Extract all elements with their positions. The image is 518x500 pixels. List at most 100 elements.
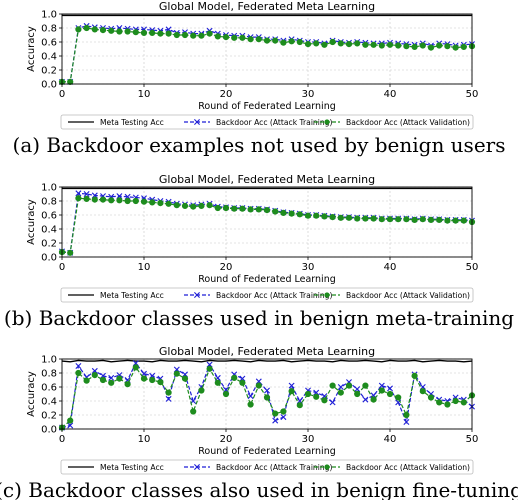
data-point-circle-marker xyxy=(272,410,279,417)
data-point-circle-marker xyxy=(231,34,238,41)
data-point-circle-marker xyxy=(370,396,377,403)
x-tick-label: 40 xyxy=(384,434,397,445)
figure-caption: (c) Backdoor classes also used in benign… xyxy=(0,478,518,500)
y-tick-label: 0.8 xyxy=(41,24,57,35)
data-point-circle-marker xyxy=(132,29,139,36)
data-point-circle-marker xyxy=(99,376,107,384)
data-point-circle-marker xyxy=(173,202,180,209)
data-point-circle-marker xyxy=(362,41,369,48)
data-point-circle-marker xyxy=(165,200,172,207)
legend-x-marker xyxy=(194,119,200,125)
y-axis-label: Accuracy xyxy=(26,199,37,245)
legend-label: Meta Testing Acc xyxy=(100,118,164,127)
data-point-circle-marker xyxy=(345,382,353,389)
data-point-circle-marker xyxy=(272,37,279,44)
data-point-x-marker xyxy=(75,190,82,197)
data-point-circle-marker xyxy=(214,379,221,386)
data-point-circle-marker xyxy=(411,216,418,223)
y-tick-label: 0.6 xyxy=(41,211,57,222)
data-point-circle-marker xyxy=(337,389,344,396)
data-point-circle-marker xyxy=(321,213,328,220)
data-point-circle-marker xyxy=(206,30,213,37)
data-point-circle-marker xyxy=(345,214,353,221)
data-point-circle-marker xyxy=(198,387,205,394)
data-point-circle-marker xyxy=(108,379,115,386)
data-point-circle-marker xyxy=(157,379,164,386)
data-point-circle-marker xyxy=(206,365,213,372)
data-point-circle-marker xyxy=(239,205,246,212)
legend-box xyxy=(60,114,474,130)
plot-frame xyxy=(61,358,473,430)
data-point-circle-marker xyxy=(181,31,189,39)
x-tick-label: 50 xyxy=(466,434,479,445)
data-point-circle-marker xyxy=(165,389,172,396)
y-tick-label: 1.0 xyxy=(41,183,57,194)
data-point-circle-marker xyxy=(321,397,328,404)
data-point-circle-marker xyxy=(67,249,74,256)
data-point-circle-marker xyxy=(181,375,189,382)
y-tick-label: 0.4 xyxy=(41,397,57,408)
data-point-circle-marker xyxy=(116,28,123,35)
data-point-circle-marker xyxy=(460,217,467,224)
data-point-x-marker xyxy=(387,385,393,392)
data-point-circle-marker xyxy=(231,374,238,381)
data-point-x-marker xyxy=(337,384,344,390)
data-point-circle-marker xyxy=(280,39,287,46)
data-point-circle-marker xyxy=(99,196,107,203)
data-point-circle-marker xyxy=(452,217,459,224)
data-point-circle-marker xyxy=(403,43,410,50)
legend: Meta Testing Acc Backdoor Acc (Attack Tra… xyxy=(60,114,474,130)
legend-circle-marker xyxy=(324,119,330,125)
data-point-circle-marker xyxy=(444,217,451,224)
legend-label: Meta Testing Acc xyxy=(100,463,164,472)
data-point-circle-marker xyxy=(288,388,295,395)
y-tick-label: 0.0 xyxy=(41,425,57,436)
data-point-circle-marker xyxy=(239,379,246,386)
x-tick-label: 40 xyxy=(384,262,397,273)
series-line-1 xyxy=(61,359,473,363)
data-point-circle-marker xyxy=(321,41,328,48)
data-point-circle-marker xyxy=(329,382,336,389)
legend-circle-marker xyxy=(324,464,330,470)
data-point-circle-marker xyxy=(91,372,98,379)
data-point-circle-marker xyxy=(313,40,320,47)
data-point-circle-marker xyxy=(222,34,230,41)
data-point-circle-marker xyxy=(337,40,344,47)
data-point-circle-marker xyxy=(378,42,385,49)
series-line-3 xyxy=(61,366,473,429)
data-point-circle-marker xyxy=(362,215,369,222)
data-point-circle-marker xyxy=(198,32,205,39)
y-tick-label: 0.4 xyxy=(41,225,57,236)
data-point-circle-marker xyxy=(403,216,410,223)
data-point-circle-marker xyxy=(132,364,139,371)
x-tick-label: 20 xyxy=(220,434,233,445)
data-point-circle-marker xyxy=(452,397,459,405)
data-point-circle-marker xyxy=(83,377,90,384)
legend-circle-marker xyxy=(324,292,330,298)
series-line-2 xyxy=(61,192,473,254)
x-tick-label: 50 xyxy=(466,262,479,273)
y-tick-label: 0.2 xyxy=(41,411,57,422)
data-point-circle-marker xyxy=(157,30,164,37)
data-point-circle-marker xyxy=(304,390,312,398)
data-point-circle-marker xyxy=(255,206,262,213)
x-tick-label: 30 xyxy=(302,262,315,273)
data-point-circle-marker xyxy=(99,27,107,34)
data-point-circle-marker xyxy=(427,394,435,401)
data-point-x-marker xyxy=(272,417,279,424)
legend-x-marker xyxy=(194,292,200,298)
x-tick-label: 30 xyxy=(302,434,315,445)
y-tick-label: 0.6 xyxy=(41,383,57,394)
data-point-circle-marker xyxy=(395,394,402,401)
y-tick-label: 0.2 xyxy=(41,239,57,250)
legend: Meta Testing Acc Backdoor Acc (Attack Tra… xyxy=(60,459,474,475)
data-point-x-marker xyxy=(403,419,410,425)
data-point-circle-marker xyxy=(345,41,353,48)
data-point-circle-marker xyxy=(337,214,344,221)
data-point-circle-marker xyxy=(231,205,238,212)
data-point-circle-marker xyxy=(124,197,131,205)
data-point-circle-marker xyxy=(140,198,148,205)
y-axis-label: Accuracy xyxy=(26,371,37,417)
data-point-circle-marker xyxy=(460,399,467,406)
data-point-x-marker xyxy=(75,363,82,369)
